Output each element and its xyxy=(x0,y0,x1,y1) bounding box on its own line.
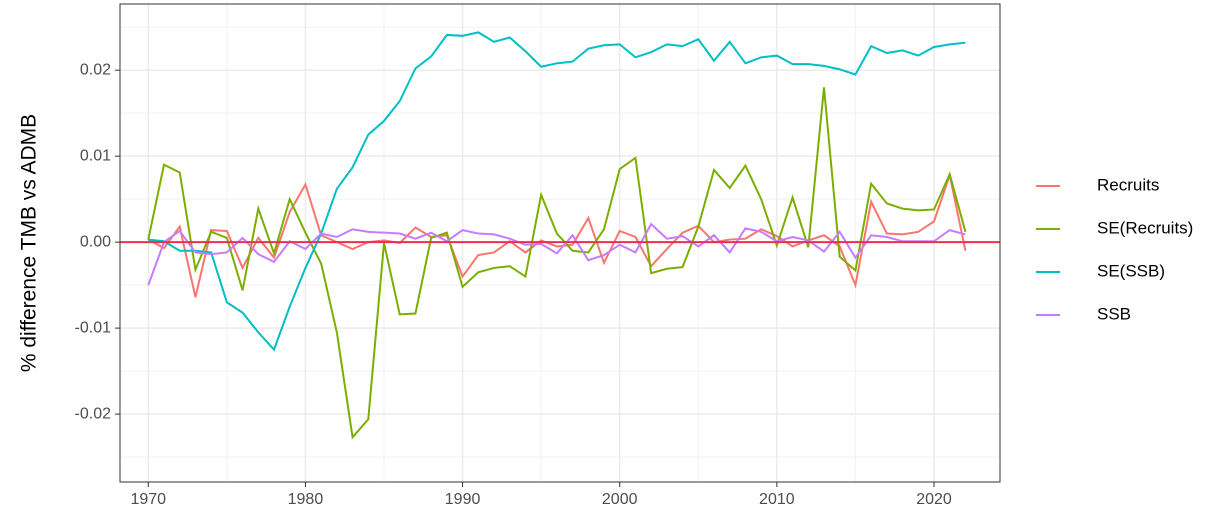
x-tick-label: 1970 xyxy=(130,491,166,508)
legend-label: SE(Recruits) xyxy=(1097,218,1193,237)
x-tick-label: 1980 xyxy=(288,491,324,508)
y-tick-label: 0.01 xyxy=(80,147,111,164)
legend-label: SE(SSB) xyxy=(1097,261,1165,280)
x-tick-label: 2020 xyxy=(916,491,952,508)
y-tick-label: 0.02 xyxy=(80,61,111,78)
y-tick-label: -0.01 xyxy=(75,319,112,336)
panel-border xyxy=(119,3,1001,483)
y-tick-label: 0.00 xyxy=(80,233,111,250)
legend-label: SSB xyxy=(1097,304,1131,323)
x-tick-label: 1990 xyxy=(445,491,481,508)
x-tick-label: 2010 xyxy=(759,491,795,508)
legend-label: Recruits xyxy=(1097,175,1159,194)
series-line xyxy=(148,31,966,352)
y-tick-label: -0.02 xyxy=(75,405,112,422)
series-line xyxy=(147,222,966,286)
series-line xyxy=(147,171,967,298)
series-line xyxy=(147,87,967,440)
x-tick-label: 2000 xyxy=(602,491,638,508)
y-axis-label: % difference TMB vs ADMB xyxy=(18,114,41,372)
